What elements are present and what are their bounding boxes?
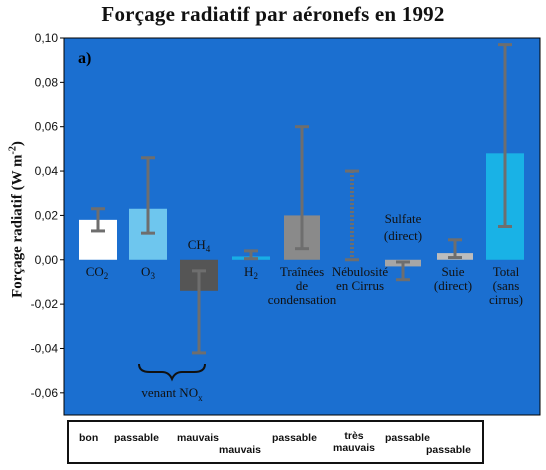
confidence-level-box: bon passable mauvais mauvais passable très mau… <box>67 420 484 464</box>
chart-title: Forçage radiatif par aéronefs en 1992 <box>101 2 445 26</box>
category-label: H2 <box>244 264 258 281</box>
y-tick-label: -0,02 <box>31 297 59 311</box>
category-label: CO2 <box>86 264 109 281</box>
category-label: CH4 <box>188 237 211 254</box>
category-label: (sans <box>493 278 520 293</box>
confidence-level: mauvais <box>177 432 220 444</box>
category-label: (direct) <box>384 228 422 243</box>
category-label: de <box>296 278 309 293</box>
y-tick-label: 0,06 <box>35 120 59 134</box>
category-label: Total <box>493 264 520 279</box>
confidence-level: passable <box>114 432 159 444</box>
nox-brace <box>138 363 206 382</box>
y-tick-label: 0,04 <box>35 164 59 178</box>
y-tick-label: 0,00 <box>35 253 59 267</box>
category-label: (direct) <box>434 278 472 293</box>
category-label: Traînées <box>280 264 324 279</box>
y-tick-label: 0,08 <box>35 75 59 89</box>
category-label: Sulfate <box>385 211 422 226</box>
y-tick-label: -0,06 <box>31 386 59 400</box>
y-tick-label: -0,04 <box>31 341 59 355</box>
confidence-level: mauvais <box>219 444 262 456</box>
nox-annotation: venant NOx <box>141 385 203 403</box>
y-tick-label: 0,02 <box>35 208 59 222</box>
confidence-level: passable <box>272 432 317 444</box>
panel-label: a) <box>78 50 91 67</box>
category-label: condensation <box>268 292 337 307</box>
category-label: Nébulosité <box>332 264 389 279</box>
category-label: en Cirrus <box>336 278 384 293</box>
category-label: cirrus) <box>489 292 523 307</box>
confidence-level: passable <box>385 432 430 444</box>
confidence-level: très mauvais <box>333 430 376 454</box>
category-label: Suie <box>441 264 464 279</box>
category-label: O3 <box>141 264 155 281</box>
confidence-level: bon <box>79 432 99 444</box>
y-tick-label: 0,10 <box>35 31 59 45</box>
confidence-level: passable <box>426 444 471 456</box>
radiative-forcing-chart: 0,10 0,08 0,06 0,04 0,02 0,00 -0,02 -0,04 -0,06 a… <box>31 31 541 416</box>
